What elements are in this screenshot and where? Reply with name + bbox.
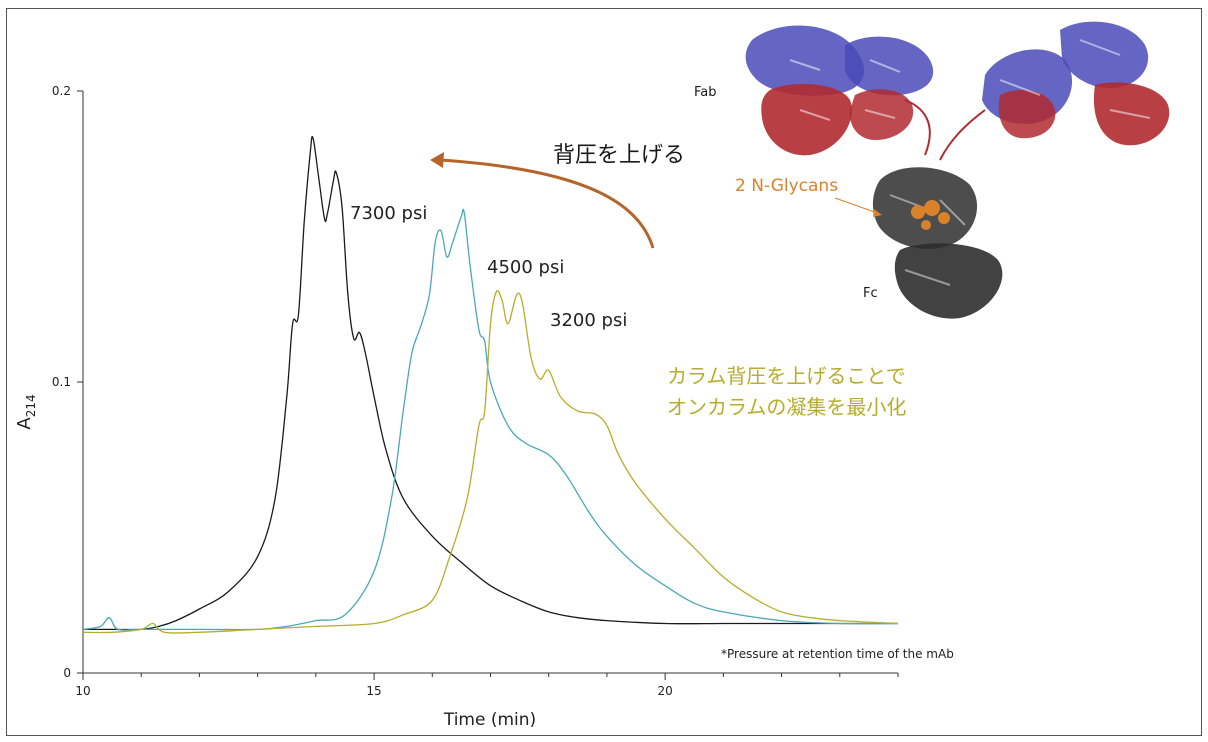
hinge-linker: [904, 99, 986, 161]
fc-label: Fc: [863, 286, 878, 301]
x-tick-label: 15: [366, 684, 381, 698]
backpressure-arrow: [430, 152, 655, 249]
glycan-cluster-3: [938, 212, 950, 224]
series-line-0: [83, 136, 898, 631]
glycan-pointer-head: [873, 209, 882, 217]
arrow-shaft: [439, 158, 655, 249]
axes: 10 15 20 0 0.1 0.2: [52, 84, 899, 698]
y-axis-title-sub: 214: [24, 394, 38, 417]
fab-right-domain: [982, 21, 1170, 146]
y-axis-title: A214: [14, 394, 38, 429]
y-tick-label: 0.1: [52, 375, 71, 389]
glycan-label: 2 N-Glycans: [735, 176, 838, 196]
fab-label: Fab: [694, 85, 717, 100]
series-label-3200: 3200 psi: [550, 310, 627, 331]
y-tick-label: 0.2: [52, 84, 71, 98]
y-tick-label: 0: [63, 666, 71, 680]
series-label-4500: 4500 psi: [487, 257, 564, 278]
x-tick-label: 10: [75, 684, 90, 698]
x-tick-label: 20: [658, 684, 673, 698]
series-group: [82, 136, 899, 634]
glycan-cluster-4: [921, 220, 931, 230]
arrow-head: [430, 152, 444, 168]
fab-left-domain: [745, 25, 934, 156]
footnote: *Pressure at retention time of the mAb: [721, 647, 954, 661]
antibody-structure-image: [745, 21, 1170, 319]
series-label-7300: 7300 psi: [350, 203, 427, 224]
glycan-pointer-line: [834, 197, 881, 215]
fc-domain: [872, 167, 1003, 319]
x-axis-title: Time (min): [443, 710, 536, 730]
note-line-1: カラム背圧を上げることで: [667, 364, 906, 388]
series-line-2: [82, 290, 899, 634]
note-line-2: オンカラムの凝集を最小化: [667, 395, 906, 419]
y-axis-title-main: A: [14, 417, 35, 430]
glycan-cluster-2: [924, 200, 940, 216]
chart-frame: [6, 8, 1202, 736]
arrow-label: 背圧を上げる: [553, 143, 685, 168]
glycan-cluster-1: [911, 205, 925, 219]
